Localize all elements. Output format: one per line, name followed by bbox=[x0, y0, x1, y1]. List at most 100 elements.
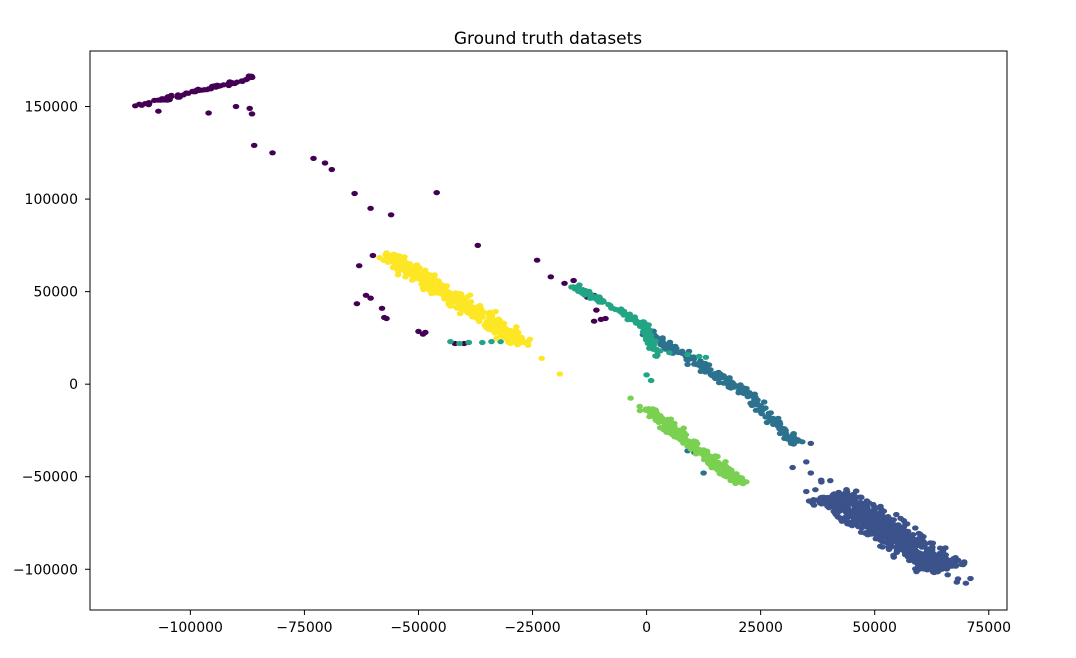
scatter-point bbox=[866, 511, 874, 517]
scatter-point bbox=[383, 315, 390, 322]
scatter-point bbox=[929, 544, 936, 550]
scatter-point bbox=[827, 478, 834, 484]
scatter-point bbox=[212, 84, 220, 90]
scatter-point bbox=[351, 190, 358, 197]
scatter-point bbox=[453, 304, 460, 310]
scatter-point bbox=[898, 535, 905, 542]
scatter-point bbox=[807, 440, 815, 446]
scatter-point bbox=[489, 328, 497, 334]
points-layer bbox=[132, 73, 974, 586]
scatter-point bbox=[584, 289, 591, 295]
scatter-point bbox=[396, 253, 404, 260]
scatter-point bbox=[433, 190, 441, 196]
scatter-point bbox=[888, 538, 895, 545]
scatter-point bbox=[893, 547, 901, 553]
scatter-point bbox=[817, 477, 825, 483]
x-tick-label: 0 bbox=[642, 620, 651, 636]
scatter-point bbox=[832, 510, 839, 517]
scatter-point bbox=[650, 342, 657, 348]
scatter-point bbox=[138, 102, 145, 108]
scatter-point bbox=[752, 407, 760, 413]
scatter-point bbox=[665, 345, 673, 352]
scatter-point bbox=[355, 263, 363, 269]
scatter-point bbox=[789, 438, 797, 444]
scatter-point bbox=[533, 257, 541, 263]
scatter-point bbox=[538, 355, 545, 361]
scatter-point bbox=[752, 394, 759, 400]
scatter-point bbox=[657, 413, 664, 419]
scatter-point bbox=[645, 332, 653, 338]
scatter-point bbox=[680, 440, 687, 446]
scatter-point bbox=[174, 94, 181, 100]
scatter-point bbox=[587, 293, 595, 299]
scatter-point bbox=[622, 312, 630, 318]
scatter-point bbox=[734, 476, 742, 482]
x-tick-label: 50000 bbox=[852, 620, 897, 636]
y-tick-label: −100000 bbox=[13, 562, 78, 578]
scatter-point bbox=[834, 496, 841, 502]
scatter-point bbox=[735, 390, 742, 396]
scatter-point bbox=[248, 74, 255, 80]
scatter-point bbox=[807, 470, 815, 476]
scatter-point bbox=[886, 522, 893, 529]
scatter-point bbox=[790, 431, 797, 437]
scatter-point bbox=[452, 291, 460, 298]
scatter-point bbox=[488, 339, 495, 345]
scatter-point bbox=[691, 441, 699, 447]
scatter-point bbox=[310, 155, 317, 161]
scatter-point bbox=[328, 166, 336, 173]
scatter-point bbox=[145, 100, 153, 106]
scatter-point bbox=[939, 548, 947, 554]
scatter-point bbox=[353, 301, 361, 307]
scatter-point bbox=[507, 340, 514, 346]
scatter-point bbox=[561, 280, 568, 286]
scatter-point bbox=[716, 461, 723, 467]
scatter-point bbox=[390, 263, 398, 269]
scatter-point bbox=[408, 265, 416, 271]
x-tick-label: −25000 bbox=[504, 620, 560, 636]
scatter-point bbox=[391, 252, 399, 258]
scatter-point bbox=[686, 443, 693, 449]
scatter-point bbox=[904, 528, 912, 535]
scatter-point bbox=[646, 345, 653, 351]
scatter-point bbox=[865, 518, 872, 524]
scatter-point bbox=[246, 105, 253, 111]
scatter-point bbox=[631, 318, 639, 324]
scatter-point bbox=[842, 514, 849, 521]
scatter-point bbox=[461, 298, 469, 304]
scatter-point bbox=[740, 390, 747, 396]
scatter-point bbox=[774, 415, 782, 421]
scatter-point bbox=[568, 284, 575, 290]
scatter-point bbox=[852, 514, 859, 520]
scatter-point bbox=[674, 435, 682, 441]
x-axis: −100000 −75000 −50000 −25000 0 25000 50000 7500… bbox=[158, 610, 1011, 636]
scatter-point bbox=[875, 529, 882, 536]
scatter-point bbox=[378, 305, 386, 311]
scatter-point bbox=[760, 399, 768, 405]
scatter-point bbox=[321, 160, 329, 166]
scatter-point bbox=[651, 409, 658, 415]
scatter-point bbox=[485, 310, 493, 316]
scatter-point bbox=[419, 281, 427, 287]
scatter-point bbox=[599, 298, 607, 304]
scatter-point bbox=[912, 525, 919, 531]
scatter-point bbox=[658, 417, 665, 423]
scatter-point bbox=[442, 287, 450, 293]
scatter-point bbox=[192, 89, 199, 95]
scatter-point bbox=[936, 563, 943, 569]
scatter-point bbox=[570, 277, 577, 284]
scatter-point bbox=[700, 470, 707, 476]
scatter-point bbox=[879, 544, 886, 550]
scatter-point bbox=[155, 108, 162, 114]
scatter-point bbox=[402, 274, 409, 280]
scatter-point bbox=[750, 399, 757, 405]
scatter-point bbox=[659, 335, 666, 341]
scatter-point bbox=[526, 336, 534, 342]
scatter-point bbox=[909, 532, 917, 538]
scatter-point bbox=[715, 369, 722, 375]
scatter-point bbox=[205, 110, 212, 116]
scatter-point bbox=[684, 352, 691, 358]
scatter-point bbox=[857, 514, 865, 521]
scatter-point bbox=[923, 553, 930, 559]
scatter-point bbox=[724, 378, 731, 384]
